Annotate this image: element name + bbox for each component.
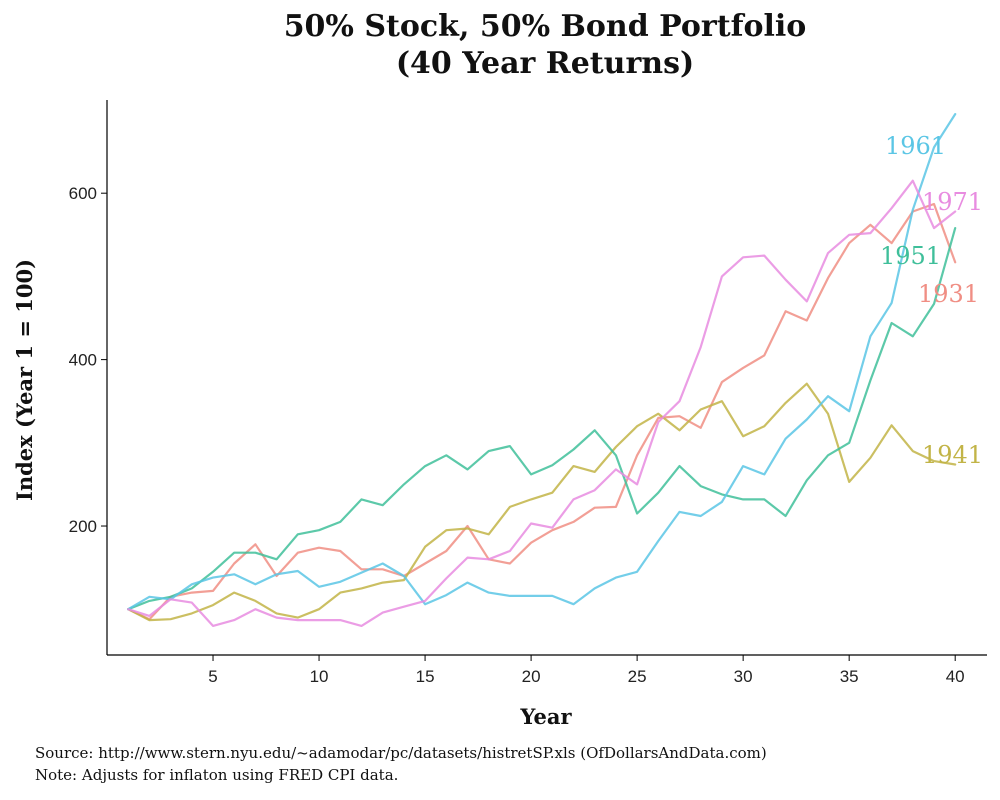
x-tick-label: 30 (734, 667, 753, 686)
series-line-1971 (127, 179, 957, 627)
series-label-1971: 1971 (922, 188, 983, 216)
series-label-1951: 1951 (880, 242, 941, 270)
y-axis-title: Index (Year 1 = 100) (12, 259, 37, 501)
y-tick-label: 600 (69, 184, 97, 203)
series-label-1931: 1931 (918, 280, 979, 308)
x-tick-label: 35 (840, 667, 859, 686)
y-tick-label: 400 (69, 351, 97, 370)
x-tick-label: 10 (310, 667, 329, 686)
chart-title-line2: (40 Year Returns) (396, 46, 694, 81)
y-tick-label: 200 (69, 517, 97, 536)
series-line-1961 (127, 113, 957, 611)
series-lines (127, 113, 957, 627)
x-tick-label: 40 (946, 667, 965, 686)
x-axis-ticks: 5 10 15 20 25 30 35 40 (208, 655, 965, 686)
chart-title-line1: 50% Stock, 50% Bond Portfolio (284, 9, 807, 44)
x-tick-label: 25 (628, 667, 647, 686)
y-axis-ticks: 200 400 600 (69, 184, 107, 536)
x-tick-label: 15 (416, 667, 435, 686)
series-line-1941 (127, 382, 957, 622)
source-caption: Source: http://www.stern.nyu.edu/~adamod… (35, 744, 767, 762)
series-labels: 1961 1971 1951 1931 1941 (880, 132, 983, 469)
x-tick-label: 20 (522, 667, 541, 686)
note-caption: Note: Adjusts for inflaton using FRED CP… (35, 766, 398, 784)
series-line-1931 (127, 202, 957, 621)
series-label-1941: 1941 (922, 441, 983, 469)
x-axis-title: Year (519, 704, 572, 729)
x-tick-label: 5 (208, 667, 217, 686)
series-line-1951 (127, 227, 957, 611)
series-label-1961: 1961 (885, 132, 946, 160)
